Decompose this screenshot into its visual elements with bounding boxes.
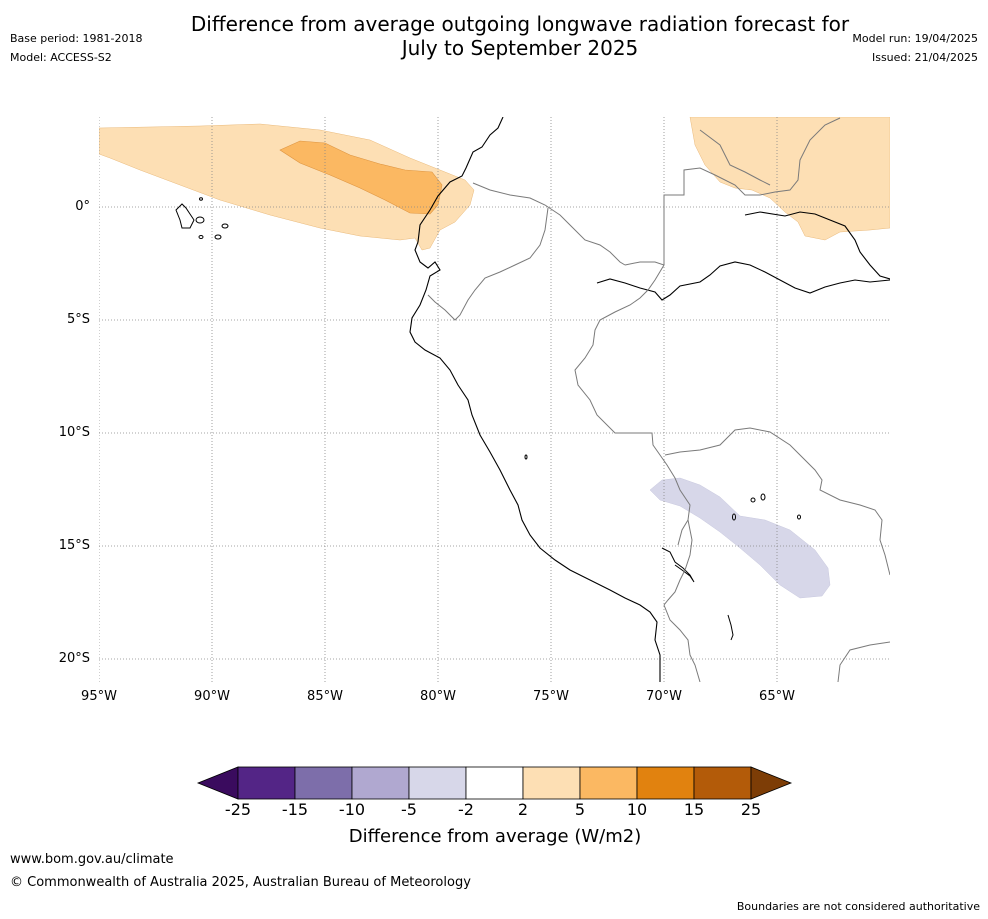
colorbar — [196, 766, 793, 800]
colorbar-swatch — [636, 766, 695, 800]
colorbar-swatch — [693, 766, 752, 800]
lon-label-70w: 70°W — [646, 689, 682, 704]
model-run-label: Model run: 19/04/2025 — [852, 32, 978, 45]
title-line-1: Difference from average outgoing longwav… — [190, 12, 850, 36]
coastline-west — [409, 117, 661, 682]
colorbar-tick: -2 — [458, 800, 474, 819]
colorbar-swatch — [237, 766, 296, 800]
colorbar-tick: -25 — [224, 800, 252, 819]
lat-label-5s: 5°S — [66, 312, 90, 327]
colorbar-swatch — [294, 766, 353, 800]
galapagos-islands — [175, 197, 229, 240]
colorbar-arrow-low — [196, 766, 239, 800]
lat-label-0: 0° — [75, 199, 90, 214]
small-islands-and-lakes — [524, 454, 801, 641]
lon-label-95w: 95°W — [81, 689, 117, 704]
colorbar-label: Difference from average (W/m2) — [348, 826, 642, 847]
issued-label: Issued: 21/04/2025 — [871, 51, 978, 64]
website-link[interactable]: www.bom.gov.au/climate — [10, 852, 174, 867]
colorbar-swatch — [522, 766, 581, 800]
colorbar-arrow-high — [750, 766, 793, 800]
region-bolivia-negative — [649, 477, 831, 599]
lon-label-80w: 80°W — [420, 689, 456, 704]
map-area — [99, 117, 890, 682]
lon-label-65w: 65°W — [759, 689, 795, 704]
disclaimer-text: Boundaries are not considered authoritat… — [736, 900, 980, 913]
lat-label-10s: 10°S — [58, 425, 90, 440]
model-label: Model: ACCESS-S2 — [10, 51, 112, 64]
colorbar-tick: 10 — [626, 800, 648, 819]
base-period-label: Base period: 1981-2018 — [10, 32, 143, 45]
region-pacific-positive — [99, 123, 475, 251]
colorbar-tick: -15 — [281, 800, 309, 819]
colorbar-swatch — [465, 766, 524, 800]
lon-label-85w: 85°W — [307, 689, 343, 704]
region-pacific-core — [279, 140, 443, 215]
colorbar-tick: 15 — [683, 800, 705, 819]
lat-label-20s: 20°S — [58, 651, 90, 666]
title-line-2: July to September 2025 — [401, 36, 639, 60]
colorbar-tick: 5 — [574, 800, 586, 819]
colorbar-swatch — [351, 766, 410, 800]
colorbar-tick: -5 — [401, 800, 417, 819]
lon-label-90w: 90°W — [194, 689, 230, 704]
colorbar-swatch — [579, 766, 638, 800]
colorbar-tick: 25 — [740, 800, 762, 819]
copyright-text: © Commonwealth of Australia 2025, Austra… — [10, 875, 471, 890]
graticule — [99, 117, 890, 682]
lon-label-75w: 75°W — [533, 689, 569, 704]
page-title: Difference from average outgoing longwav… — [0, 12, 988, 60]
colorbar-tick: 2 — [517, 800, 529, 819]
colorbar-tick: -10 — [338, 800, 366, 819]
lat-label-15s: 15°S — [58, 538, 90, 553]
country-borders — [427, 117, 890, 682]
colorbar-swatch — [408, 766, 467, 800]
region-amazon-positive — [689, 117, 890, 241]
